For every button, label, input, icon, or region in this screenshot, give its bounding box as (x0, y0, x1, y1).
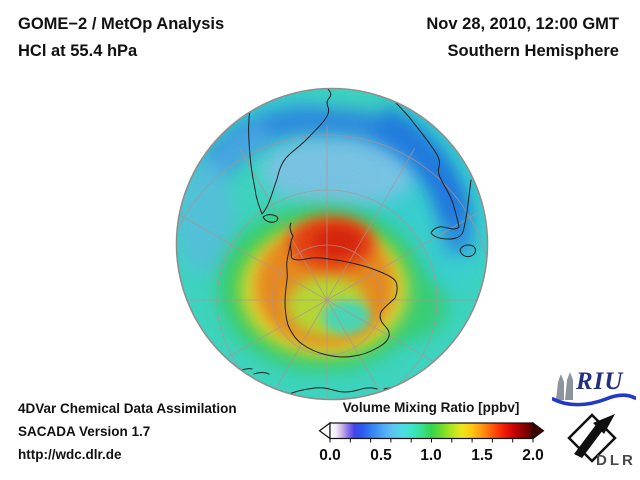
website-url: http://wdc.dlr.de (18, 447, 122, 462)
dlr-logo: DLR (560, 408, 640, 472)
dlr-arrow-icon (574, 414, 615, 458)
colorbar-title: Volume Mixing Ratio [ppbv] (342, 400, 520, 415)
colorbar (318, 421, 545, 443)
title-block-right: Nov 28, 2010, 12:00 GMT Southern Hemisphe… (426, 11, 619, 65)
dlr-logo-text: DLR (596, 452, 636, 469)
river-wave-icon (552, 393, 636, 407)
coast-africa (380, 89, 472, 240)
riu-logo-graphic (552, 372, 636, 407)
dlr-logo-graphic (567, 413, 617, 463)
colorbar-left-arrow (318, 421, 331, 440)
colorbar-ticks (329, 438, 534, 443)
riu-logo-text: RIU (576, 368, 624, 395)
colorbar-tick-label: 1.5 (471, 447, 493, 464)
coast-tierra-del-fuego (262, 214, 279, 223)
colorbar-right-arrow (532, 421, 545, 440)
hemisphere-label: Southern Hemisphere (447, 42, 619, 60)
version-label: SACADA Version 1.7 (18, 424, 151, 439)
colorbar-tick-label: 0.0 (319, 447, 341, 464)
assimilation-credit: 4DVar Chemical Data Assimilation (18, 401, 237, 416)
title-block-left: GOME−2 / MetOp Analysis HCl at 55.4 hPa (18, 11, 224, 65)
colorbar-gradient (329, 422, 534, 440)
coast-antarctica (284, 222, 398, 358)
mixing-ratio-field (177, 89, 487, 399)
riu-logo: RIU (552, 368, 636, 408)
coast-island-se (459, 244, 476, 258)
dlr-diamond-icon (567, 413, 617, 463)
datetime-label: Nov 28, 2010, 12:00 GMT (426, 15, 619, 33)
coast-south-america (248, 89, 332, 215)
colorbar-tick-label: 0.5 (370, 447, 392, 464)
globe-limb (175, 87, 489, 401)
colorbar-tick-label: 1.0 (420, 447, 442, 464)
colorbar-tick-label: 2.0 (522, 447, 544, 464)
species-level-title: HCl at 55.4 hPa (18, 42, 138, 60)
instrument-title: GOME−2 / MetOp Analysis (18, 15, 225, 33)
cathedral-icon (556, 372, 573, 400)
